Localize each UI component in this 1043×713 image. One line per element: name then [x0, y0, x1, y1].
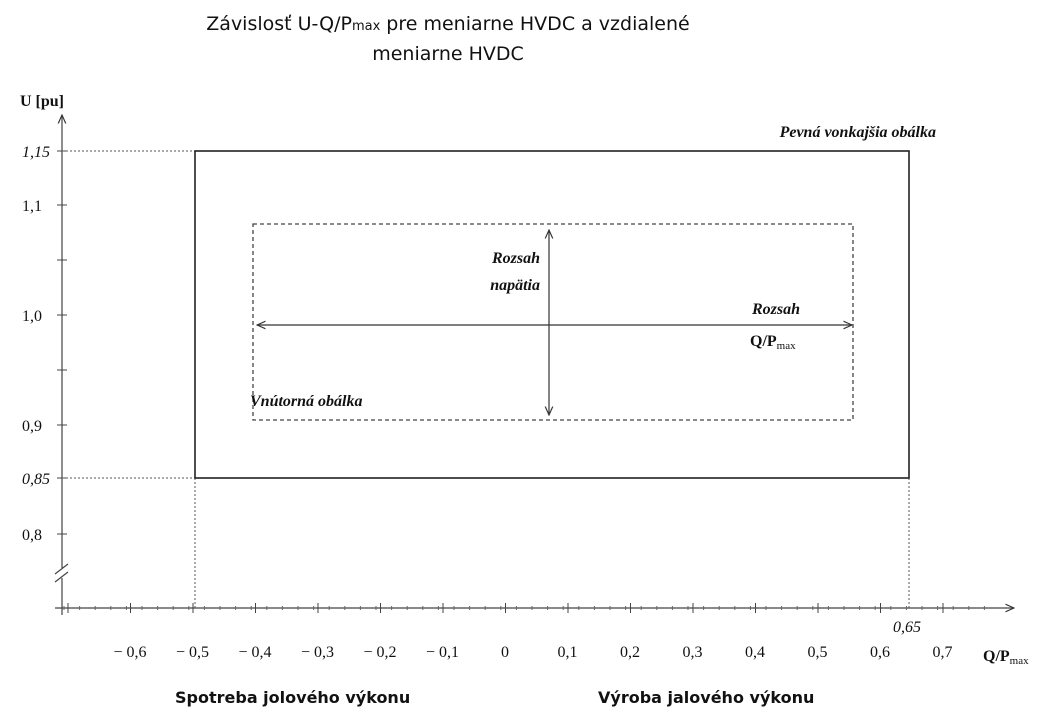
title-line1: Závislosť U-Q/Pmax pre meniarne HVDC a v…: [206, 13, 689, 35]
x-axis-label: Q/Pmax: [983, 648, 1029, 667]
y-tick-label: 0,85: [22, 471, 50, 488]
outer-label: Pevná vonkajšia obálka: [779, 124, 936, 141]
inner-label: Vnútorná obálka: [250, 393, 362, 410]
q-range-text: Q/P: [750, 333, 777, 350]
x-tick-label: 0,2: [620, 644, 640, 661]
title-part: pre meniarne HVDC a vzdialené: [380, 13, 689, 35]
footer-right: Výroba jalového výkonu: [598, 688, 814, 707]
x-axis-label-text: Q/P: [983, 648, 1010, 665]
y-tick-label: 1,0: [22, 308, 42, 325]
x-tick-label: 0,4: [745, 644, 765, 661]
outer-envelope: [194, 150, 910, 479]
q-range-label: Rozsah: [751, 301, 800, 318]
title-line2: meniarne HVDC: [372, 43, 524, 65]
x-tick-label: 0,7: [933, 644, 953, 661]
y-tick-label: 0,8: [22, 527, 42, 544]
y-tick-label: 1,15: [22, 144, 50, 161]
x-tick-label: − 0,3: [301, 644, 334, 661]
x-tick-label: − 0,2: [363, 644, 396, 661]
voltage-range-label: Rozsah: [491, 250, 540, 267]
footer-left: Spotreba jolového výkonu: [175, 688, 410, 707]
x-tick-label: 0,5: [808, 644, 828, 661]
x-tick-label: 0: [501, 644, 509, 661]
y-tick-label: 1,1: [22, 198, 42, 215]
voltage-range-label: napätia: [490, 277, 540, 294]
x-marker-label: 0,65: [893, 619, 921, 636]
x-tick-label: 0,3: [683, 644, 703, 661]
q-range-label: Q/Pmax: [750, 333, 796, 352]
y-tick-label: 0,9: [22, 418, 42, 435]
x-tick-label: 0,1: [558, 644, 578, 661]
q-range-sub: max: [777, 340, 796, 352]
inner-envelope: [252, 223, 854, 421]
x-tick-label: − 0,4: [238, 644, 271, 661]
x-tick-label: − 0,5: [176, 644, 209, 661]
axis-break-gap: [56, 568, 68, 578]
axis-break: [54, 563, 69, 583]
y-axis-label: U [pu]: [20, 93, 64, 110]
x-tick-label: − 0,6: [113, 644, 146, 661]
title-sub: max: [352, 19, 381, 34]
x-tick-label: 0,6: [870, 644, 890, 661]
x-tick-label: − 0,1: [426, 644, 459, 661]
title-part: Závislosť U-Q/P: [206, 13, 352, 35]
x-axis-label-sub: max: [1010, 655, 1029, 667]
